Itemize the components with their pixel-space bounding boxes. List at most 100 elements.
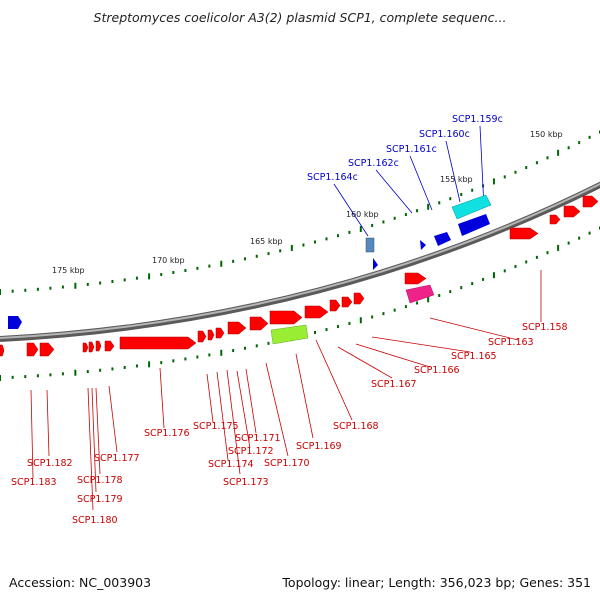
gene-arrow-forward[interactable]	[329, 299, 341, 312]
gene-label-forward[interactable]: SCP1.179	[77, 494, 123, 505]
gene-feature-scp1-168[interactable]	[304, 305, 329, 319]
gene-label-reverse[interactable]: SCP1.160c	[419, 129, 470, 140]
leader-line	[337, 346, 393, 379]
leader-line	[429, 317, 519, 341]
gene-label-forward[interactable]: SCP1.163	[488, 337, 534, 348]
gene-label-forward[interactable]: SCP1.180	[72, 515, 118, 526]
gene-feature-scp1-160c[interactable]	[458, 214, 490, 236]
gene-arrow-reverse[interactable]	[434, 232, 451, 246]
gene-label-forward[interactable]: SCP1.165	[451, 351, 497, 362]
gene-label-forward[interactable]: SCP1.174	[208, 459, 254, 470]
reverse-strand-features	[8, 194, 492, 329]
gene-arrow-reverse[interactable]	[8, 316, 22, 329]
sequence-backbone	[0, 181, 600, 342]
gene-label-forward[interactable]: SCP1.177	[94, 453, 140, 464]
scale-tick	[359, 317, 362, 324]
gene-label-forward[interactable]: SCP1.178	[77, 475, 123, 486]
scale-tick	[588, 231, 591, 235]
scale-tick	[267, 341, 270, 345]
scale-tick	[208, 353, 211, 357]
scale-tick	[36, 287, 39, 291]
gene-label-forward[interactable]: SCP1.173	[223, 477, 269, 488]
gene-arrow-forward[interactable]	[215, 327, 225, 339]
gene-arrow-forward[interactable]	[82, 342, 89, 353]
gene-label-forward[interactable]: SCP1.183	[11, 477, 57, 488]
gene-label-forward[interactable]: SCP1.169	[296, 441, 342, 452]
gene-arrow-forward[interactable]	[95, 340, 102, 352]
gene-feature-green[interactable]	[270, 324, 309, 345]
gene-feature-scp1-171[interactable]	[249, 316, 269, 331]
gene-feature-scp1-164c[interactable]	[365, 237, 375, 253]
scale-tick	[135, 276, 138, 280]
gene-label-forward[interactable]: SCP1.171	[235, 433, 281, 444]
gene-arrow-forward[interactable]	[26, 342, 39, 357]
gene-feature-scp1-159c[interactable]	[451, 194, 492, 220]
gene-arrow-reverse[interactable]	[420, 240, 426, 250]
sequence-backbone-highlight	[0, 182, 600, 339]
gene-feature-scp1-163[interactable]	[404, 272, 427, 285]
forward-strand-features	[0, 195, 599, 357]
scale-tick	[11, 289, 14, 293]
scale-tick	[427, 296, 430, 303]
gene-label-forward[interactable]: SCP1.182	[27, 458, 73, 469]
scale-tick	[578, 141, 581, 145]
gene-label-forward[interactable]: SCP1.168	[333, 421, 379, 432]
gene-label-forward[interactable]: SCP1.172	[228, 446, 274, 457]
scale-label-155: 155 kbp	[440, 175, 473, 184]
leader-line	[91, 387, 97, 493]
gene-feature-scp1-176[interactable]	[119, 336, 197, 350]
gene-arrow-forward[interactable]	[341, 296, 353, 308]
gene-arrow-forward[interactable]	[104, 340, 115, 352]
gene-feature-scp1-165[interactable]	[353, 292, 365, 305]
leader-line	[479, 125, 485, 209]
gene-arrow-forward[interactable]	[88, 341, 95, 353]
scale-tick	[449, 197, 452, 201]
scale-tick	[99, 368, 102, 372]
scale-tick	[232, 259, 235, 263]
scale-tick	[86, 282, 89, 286]
gene-label-reverse[interactable]: SCP1.164c	[307, 172, 358, 183]
gene-arrow-forward[interactable]	[197, 330, 207, 343]
gene-label-reverse[interactable]: SCP1.161c	[386, 144, 437, 155]
gene-arrow-reverse[interactable]	[373, 258, 378, 270]
gene-label-forward[interactable]: SCP1.166	[414, 365, 460, 376]
scale-tick	[279, 249, 282, 253]
gene-arrow-forward[interactable]	[582, 195, 599, 208]
scale-tick	[0, 289, 1, 295]
leader-line	[30, 389, 34, 479]
gene-arrow-forward[interactable]	[207, 329, 215, 341]
gene-feature-scp1-172[interactable]	[227, 321, 247, 335]
scale-tick	[302, 243, 305, 247]
scale-tick	[123, 278, 126, 282]
gene-label-reverse[interactable]: SCP1.162c	[348, 158, 399, 169]
leader-line	[375, 169, 413, 214]
accession-text: Accession: NC_003903	[9, 575, 152, 590]
gene-label-forward[interactable]: SCP1.175	[193, 421, 239, 432]
gene-label-forward[interactable]: SCP1.167	[371, 379, 417, 390]
scale-tick	[535, 161, 538, 165]
scale-tick	[348, 230, 351, 234]
leader-line	[295, 353, 314, 439]
gene-feature-scp1-170[interactable]	[269, 310, 303, 325]
gene-arrow-forward[interactable]	[563, 205, 581, 218]
scale-tick	[460, 286, 463, 290]
gene-arrow-forward[interactable]	[0, 344, 5, 357]
gene-feature-scp1-158[interactable]	[509, 227, 539, 240]
gene-label-forward[interactable]: SCP1.170	[264, 458, 310, 469]
gene-arrow-forward[interactable]	[549, 214, 561, 225]
gene-labels: SCP1.159c SCP1.160c SCP1.161c SCP1.162c SCP1…	[11, 114, 568, 526]
scale-tick	[336, 234, 339, 238]
gene-label-reverse[interactable]: SCP1.159c	[452, 114, 503, 125]
scale-ticks	[0, 130, 600, 381]
scale-tick	[36, 374, 39, 378]
scale-tick	[24, 375, 27, 379]
gene-feature-magenta[interactable]	[405, 284, 435, 304]
gene-label-forward[interactable]: SCP1.158	[522, 322, 568, 333]
scale-tick	[525, 166, 528, 170]
scale-tick	[359, 225, 362, 232]
gene-arrow-forward[interactable]	[39, 342, 55, 357]
gene-label-forward[interactable]: SCP1.176	[144, 428, 190, 439]
scale-tick	[348, 321, 351, 325]
scale-tick	[184, 268, 187, 272]
